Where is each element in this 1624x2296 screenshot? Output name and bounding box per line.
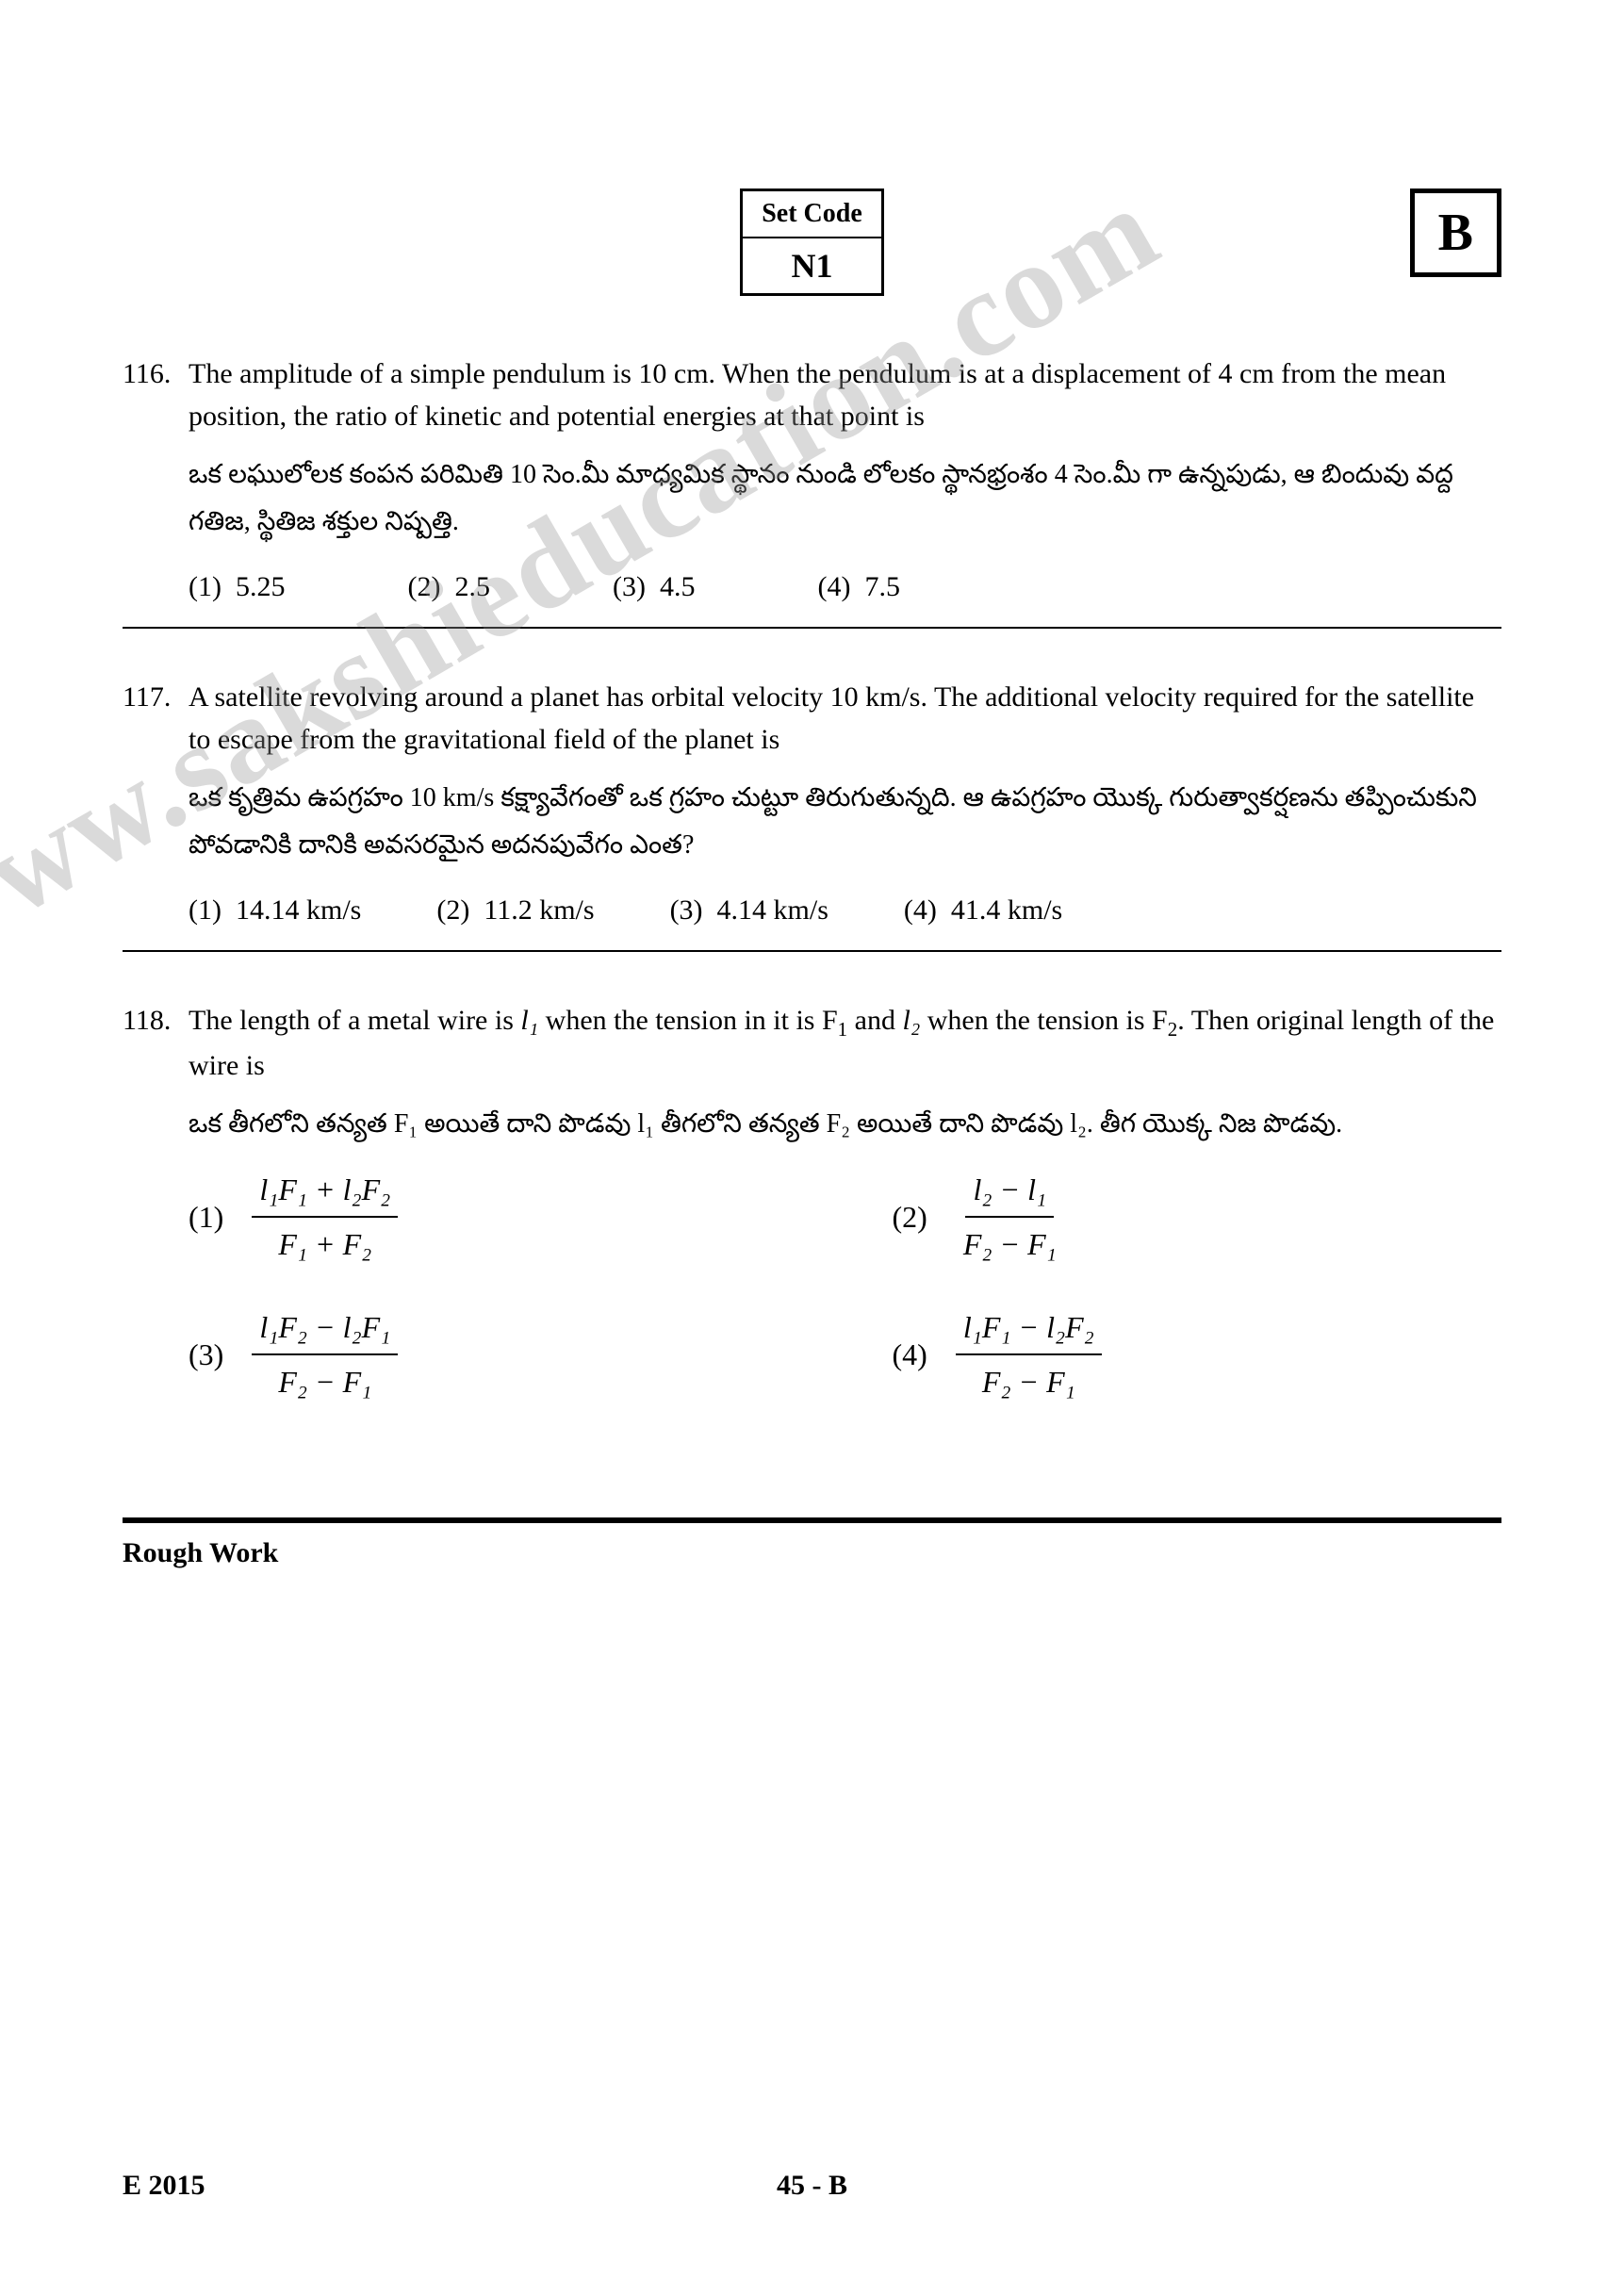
option-4: (4) 7.5 (817, 566, 899, 608)
fraction-denominator: F₂ − F₁ (975, 1355, 1083, 1404)
question-number: 118. (123, 999, 189, 1088)
options-row: (1) 5.25 (2) 2.5 (3) 4.5 (4) 7.5 (189, 566, 1501, 608)
set-code-label: Set Code (743, 191, 881, 238)
fraction: l₂ − l₁ F₂ − F₁ (956, 1167, 1064, 1267)
question-english: The length of a metal wire is l₁ when th… (189, 999, 1501, 1088)
question-telugu: ఒక తీగలోని తన్యత F₁ అయితే దాని పొడవు l₁ … (189, 1101, 1501, 1148)
option-2: (2) 2.5 (407, 566, 489, 608)
question-telugu: ఒక కృత్రిమ ఉపగ్రహం 10 km/s కక్ష్యావేగంతో… (189, 775, 1501, 870)
fraction-denominator: F₂ − F₁ (956, 1218, 1064, 1267)
question-telugu: ఒక లఘులోలక కంపన పరిమితి 10 సెం.మీ మాధ్యమ… (189, 451, 1501, 547)
fraction-numerator: l₁F₁ − l₂F₂ (956, 1304, 1102, 1355)
fraction-numerator: l₁F₂ − l₂F₁ (252, 1304, 398, 1355)
option-3: (3) 4.5 (613, 566, 695, 608)
option-3: (3) l₁F₂ − l₂F₁ F₂ − F₁ (189, 1304, 798, 1404)
question-118: 118. The length of a metal wire is l₁ wh… (123, 999, 1501, 1405)
option-2: (2) 11.2 km/s (436, 889, 594, 931)
page-footer: E 2015 45 - B (123, 2170, 1501, 2202)
fraction-denominator: F₁ + F₂ (271, 1218, 379, 1267)
question-text: 118. The length of a metal wire is l₁ wh… (123, 999, 1501, 1088)
options-row: (1) 14.14 km/s (2) 11.2 km/s (3) 4.14 km… (189, 889, 1501, 931)
question-text: 116. The amplitude of a simple pendulum … (123, 353, 1501, 437)
option-1: (1) 14.14 km/s (189, 889, 361, 931)
option-1: (1) l₁F₁ + l₂F₂ F₁ + F₂ (189, 1167, 798, 1267)
footer-center: 45 - B (777, 2170, 847, 2202)
footer-left: E 2015 (123, 2170, 205, 2202)
rough-work-divider (123, 1517, 1501, 1523)
header-row: Set Code N1 B (123, 189, 1501, 296)
question-english: The amplitude of a simple pendulum is 10… (189, 353, 1501, 437)
option-2: (2) l₂ − l₁ F₂ − F₁ (893, 1167, 1502, 1267)
set-code-box: Set Code N1 (740, 189, 884, 296)
exam-page: www.sakshieducation.com Set Code N1 B 11… (0, 0, 1624, 2296)
code-letter-box: B (1410, 189, 1501, 277)
fraction-denominator: F₂ − F₁ (271, 1355, 379, 1404)
fraction: l₁F₁ + l₂F₂ F₁ + F₂ (252, 1167, 398, 1267)
question-117: 117. A satellite revolving around a plan… (123, 676, 1501, 952)
option-4: (4) 41.4 km/s (904, 889, 1062, 931)
options-grid: (1) l₁F₁ + l₂F₂ F₁ + F₂ (2) l₂ − l₁ F₂ −… (189, 1167, 1501, 1404)
question-number: 116. (123, 353, 189, 437)
question-number: 117. (123, 676, 189, 761)
option-1: (1) 5.25 (189, 566, 285, 608)
question-116: 116. The amplitude of a simple pendulum … (123, 353, 1501, 629)
set-code-value: N1 (743, 238, 881, 293)
fraction: l₁F₁ − l₂F₂ F₂ − F₁ (956, 1304, 1102, 1404)
question-english: A satellite revolving around a planet ha… (189, 676, 1501, 761)
fraction-numerator: l₁F₁ + l₂F₂ (252, 1167, 398, 1218)
rough-work-section: Rough Work (123, 1517, 1501, 1569)
question-divider (123, 950, 1501, 952)
rough-work-label: Rough Work (123, 1537, 1501, 1569)
question-divider (123, 627, 1501, 629)
question-text: 117. A satellite revolving around a plan… (123, 676, 1501, 761)
option-3: (3) 4.14 km/s (670, 889, 828, 931)
fraction: l₁F₂ − l₂F₁ F₂ − F₁ (252, 1304, 398, 1404)
fraction-numerator: l₂ − l₁ (965, 1167, 1054, 1218)
option-4: (4) l₁F₁ − l₂F₂ F₂ − F₁ (893, 1304, 1502, 1404)
